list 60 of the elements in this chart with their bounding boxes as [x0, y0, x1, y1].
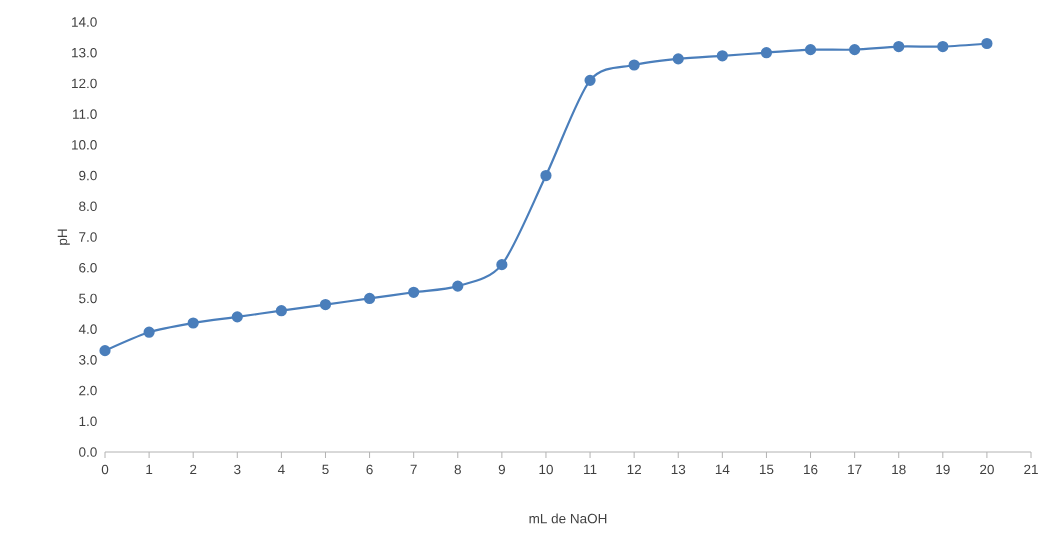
- y-tick-label: 14.0: [72, 17, 97, 27]
- y-tick-label: 12.0: [72, 78, 97, 89]
- y-tick-label: 4.0: [78, 324, 97, 334]
- y-tick-label: 2.0: [79, 385, 97, 396]
- point: [804, 44, 817, 56]
- y-tick-label: 1.0: [79, 416, 97, 427]
- point: [275, 305, 287, 317]
- x-tick-label: 1: [146, 464, 153, 474]
- x-tick-label: 11: [584, 464, 597, 474]
- x-tick-label: 9: [498, 464, 505, 475]
- point: [672, 53, 684, 65]
- point: [849, 44, 861, 56]
- point: [981, 37, 993, 50]
- point: [760, 47, 773, 59]
- x-tick-label: 0: [101, 464, 109, 475]
- y-tick-label: 3.0: [79, 355, 97, 365]
- x-tick-label: 18: [892, 464, 906, 475]
- point: [584, 74, 596, 86]
- point: [716, 50, 728, 62]
- point: [496, 259, 508, 271]
- x-tick-label: 3: [234, 464, 241, 475]
- x-tick-label: 12: [627, 464, 641, 475]
- x-tick-label: 20: [980, 464, 994, 475]
- point: [540, 169, 552, 182]
- x-axis-title: mL de NaOH: [529, 513, 607, 524]
- y-tick-label: 6.0: [79, 262, 97, 273]
- point: [628, 59, 640, 71]
- point: [893, 40, 905, 53]
- y-axis-title: pH: [57, 229, 70, 245]
- x-tick-label: 5: [322, 464, 329, 475]
- y-tick-label: 5.0: [79, 293, 97, 304]
- point: [231, 311, 243, 323]
- y-tick-label: 7.0: [79, 232, 97, 242]
- point: [937, 40, 949, 53]
- y-tick-label: 0.0: [79, 447, 97, 457]
- point: [187, 317, 199, 329]
- y-tick-label: 13.0: [72, 47, 97, 58]
- x-tick-label: 21: [1024, 464, 1038, 475]
- x-tick-label: 16: [804, 464, 818, 475]
- x-tick-label: 13: [671, 464, 686, 475]
- x-tick-label: 15: [759, 464, 774, 475]
- x-tick-label: 19: [936, 464, 950, 475]
- x-tick-label: 7: [410, 464, 417, 474]
- x-tick-label: 6: [366, 464, 373, 475]
- point: [363, 292, 376, 305]
- x-tick-label: 10: [539, 464, 553, 475]
- x-tick-label: 8: [454, 464, 461, 475]
- point: [143, 326, 155, 338]
- y-tick-label: 11.0: [73, 109, 97, 119]
- y-tick-label: 8.0: [79, 201, 97, 212]
- point: [452, 280, 464, 292]
- x-tick-label: 2: [190, 464, 197, 475]
- point: [408, 286, 420, 298]
- y-tick-label: 10.0: [72, 140, 97, 150]
- x-tick-label: 14: [715, 464, 730, 474]
- point: [319, 298, 332, 311]
- y-tick-label: 9.0: [79, 170, 97, 181]
- point: [99, 345, 111, 357]
- x-tick-label: 17: [848, 464, 862, 474]
- x-tick-label: 4: [277, 464, 285, 474]
